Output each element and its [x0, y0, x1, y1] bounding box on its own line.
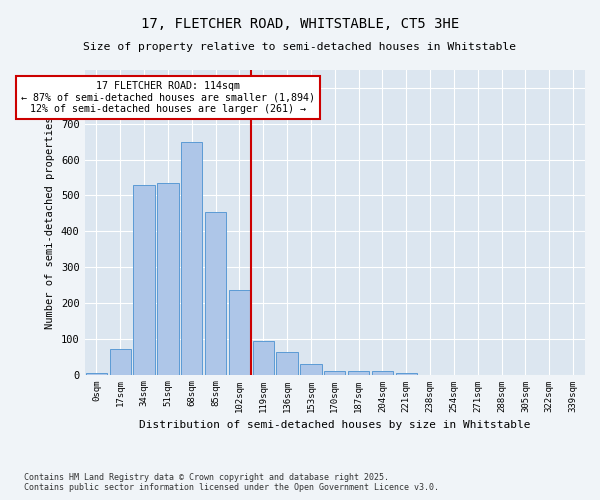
Bar [371, 371, 393, 374]
Bar [348, 371, 370, 374]
Text: Contains HM Land Registry data © Crown copyright and database right 2025.: Contains HM Land Registry data © Crown c… [24, 472, 389, 482]
Bar [324, 371, 346, 374]
Bar [157, 183, 179, 374]
Bar [86, 373, 107, 374]
Bar [205, 212, 226, 374]
Bar [395, 373, 417, 374]
X-axis label: Distribution of semi-detached houses by size in Whitstable: Distribution of semi-detached houses by … [139, 420, 530, 430]
Bar [181, 142, 202, 374]
Text: Size of property relative to semi-detached houses in Whitstable: Size of property relative to semi-detach… [83, 42, 517, 52]
Bar [277, 352, 298, 374]
Bar [110, 350, 131, 374]
Bar [300, 364, 322, 374]
Bar [133, 184, 155, 374]
Text: 17 FLETCHER ROAD: 114sqm
← 87% of semi-detached houses are smaller (1,894)
12% o: 17 FLETCHER ROAD: 114sqm ← 87% of semi-d… [21, 80, 315, 114]
Y-axis label: Number of semi-detached properties: Number of semi-detached properties [46, 116, 55, 328]
Bar [253, 341, 274, 374]
Bar [229, 290, 250, 374]
Text: Contains public sector information licensed under the Open Government Licence v3: Contains public sector information licen… [24, 484, 439, 492]
Text: 17, FLETCHER ROAD, WHITSTABLE, CT5 3HE: 17, FLETCHER ROAD, WHITSTABLE, CT5 3HE [141, 18, 459, 32]
